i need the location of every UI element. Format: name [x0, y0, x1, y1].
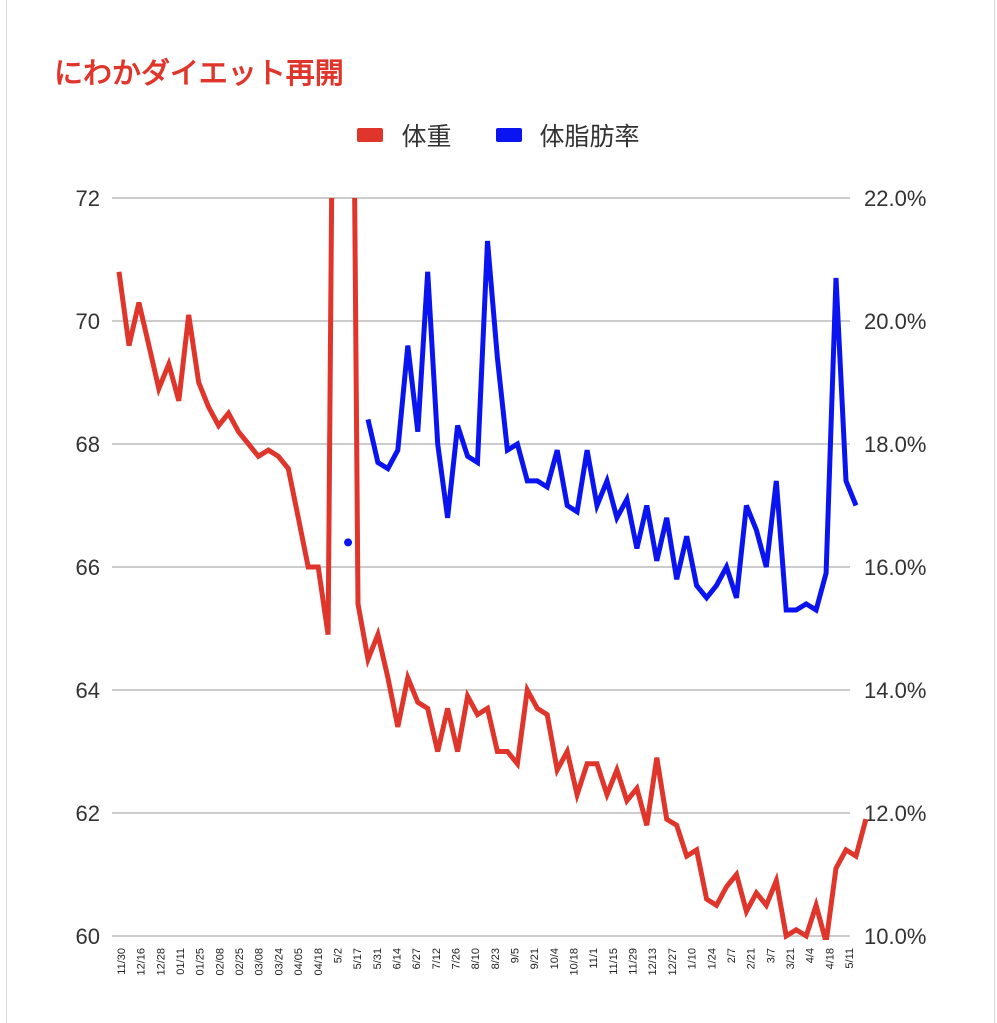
x-axis-tick-label: 01/25 [195, 948, 207, 976]
left-axis-tick-label: 70 [76, 309, 100, 334]
x-axis-ticks: 11/30 12/16 12/28 01/11 01/25 02/08 02/25 03/08… [116, 948, 856, 976]
right-axis-tick-label: 20.0% [864, 309, 926, 334]
legend-entry-weight[interactable]: 体重 [357, 117, 452, 153]
x-axis-tick-label: 04/18 [313, 948, 325, 976]
x-axis-tick-label: 11/15 [608, 948, 620, 975]
right-axis-tick-label: 16.0% [864, 555, 926, 580]
x-axis-tick-label: 12/13 [647, 948, 659, 976]
x-axis-tick-label: 4/4 [805, 948, 817, 963]
x-axis-tick-label: 5/11 [844, 948, 856, 969]
legend-label-weight: 体重 [401, 122, 452, 151]
x-axis-tick-label: 8/23 [490, 948, 502, 969]
sheet-edge-left [6, 0, 7, 1023]
legend-swatch-weight [357, 128, 384, 142]
legend-entry-body-fat[interactable]: 体脂肪率 [495, 117, 640, 153]
x-axis-tick-label: 9/5 [510, 948, 522, 963]
chart-legend: 体重 体脂肪率 [0, 118, 997, 152]
x-axis-tick-label: 03/08 [254, 948, 266, 976]
x-axis-tick-label: 7/26 [450, 948, 462, 969]
x-axis-tick-label: 1/10 [687, 948, 699, 969]
x-axis-tick-label: 2/7 [726, 948, 738, 963]
gridlines [112, 197, 850, 937]
legend-swatch-body-fat [495, 128, 522, 142]
x-axis-tick-label: 8/10 [470, 948, 482, 969]
x-axis-tick-label: 5/2 [332, 948, 344, 963]
x-axis-tick-label: 04/05 [293, 948, 305, 976]
right-axis-tick-label: 22.0% [864, 186, 926, 211]
weight-series-line [116, 198, 869, 940]
x-axis-tick-label: 10/4 [549, 948, 561, 969]
x-axis-tick-label: 10/18 [569, 948, 581, 976]
left-axis-tick-label: 66 [76, 555, 100, 580]
left-axis-tick-label: 62 [76, 801, 100, 826]
x-axis-tick-label: 6/14 [391, 948, 403, 969]
x-axis-tick-label: 11/30 [116, 948, 128, 975]
body-fat-series-line [365, 240, 859, 614]
right-axis-tick-label: 10.0% [864, 924, 926, 949]
sheet-edge-right [994, 0, 995, 1023]
x-axis-tick-label: 03/24 [273, 948, 285, 976]
x-axis-tick-label: 1/24 [706, 948, 718, 969]
x-axis-tick-label: 3/7 [765, 948, 777, 963]
left-axis-tick-label: 68 [76, 432, 100, 457]
right-axis-ticks: 10.0% 12.0% 14.0% 16.0% 18.0% 20.0% 22.0% [864, 186, 926, 949]
legend-label-body-fat: 体脂肪率 [539, 122, 640, 151]
right-axis-tick-label: 12.0% [864, 801, 926, 826]
x-axis-tick-label: 12/16 [136, 948, 148, 976]
left-axis-tick-label: 64 [76, 678, 100, 703]
x-axis-tick-label: 4/18 [824, 948, 836, 969]
chart-title: にわかダイエット再開 [54, 56, 344, 90]
left-axis-tick-label: 60 [76, 924, 100, 949]
x-axis-tick-label: 02/08 [214, 948, 226, 976]
x-axis-tick-label: 11/29 [628, 948, 640, 975]
body-fat-isolated-point [344, 538, 353, 547]
x-axis-tick-label: 5/31 [372, 948, 384, 969]
left-axis-tick-label: 72 [76, 186, 100, 211]
x-axis-tick-label: 6/27 [411, 948, 423, 969]
x-axis-tick-label: 5/17 [352, 948, 364, 969]
x-axis-tick-label: 12/28 [155, 948, 167, 976]
right-axis-tick-label: 14.0% [864, 678, 926, 703]
x-axis-tick-label: 7/12 [431, 948, 443, 969]
series-lines [116, 198, 869, 940]
x-axis-tick-label: 2/21 [746, 948, 758, 969]
x-axis-tick-label: 9/21 [529, 948, 541, 969]
x-axis-tick-label: 02/25 [234, 948, 246, 976]
x-axis-tick-label: 3/21 [785, 948, 797, 969]
left-axis-ticks: 60 62 64 66 68 70 72 [76, 186, 100, 949]
right-axis-tick-label: 18.0% [864, 432, 926, 457]
x-axis-tick-label: 01/11 [175, 948, 187, 975]
x-axis-tick-label: 11/1 [588, 948, 600, 969]
x-axis-tick-label: 12/27 [667, 948, 679, 976]
